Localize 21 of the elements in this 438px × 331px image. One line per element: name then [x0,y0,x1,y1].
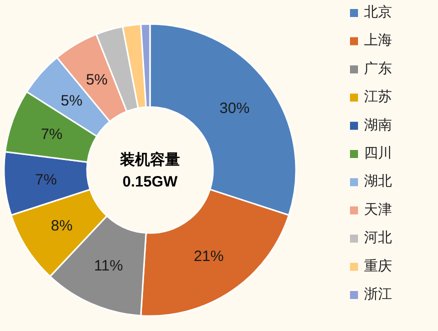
data-label: 30% [220,100,250,118]
legend-label: 重庆 [364,258,392,274]
data-label: 5% [60,92,82,110]
text: 0.15GW [122,174,178,190]
legend-label: 四川 [364,146,392,162]
data-label: 11% [94,257,123,274]
data-label: 21% [194,248,224,265]
text: 装机容量 [119,150,180,168]
legend-label: 湖南 [364,117,392,134]
data-label: 5% [86,72,108,89]
legend-label: 浙江 [364,286,392,302]
legend-label: 湖北 [364,174,392,190]
legend-label: 天津 [364,202,392,218]
legend-label: 北京 [364,4,392,20]
legend-label: 上海 [364,32,392,49]
data-label: 8% [50,217,73,234]
legend-label: 广东 [364,60,392,77]
data-label: 7% [35,171,57,188]
legend-label: 河北 [364,230,392,246]
data-label: 7% [40,126,63,144]
legend-label: 江苏 [364,89,392,106]
